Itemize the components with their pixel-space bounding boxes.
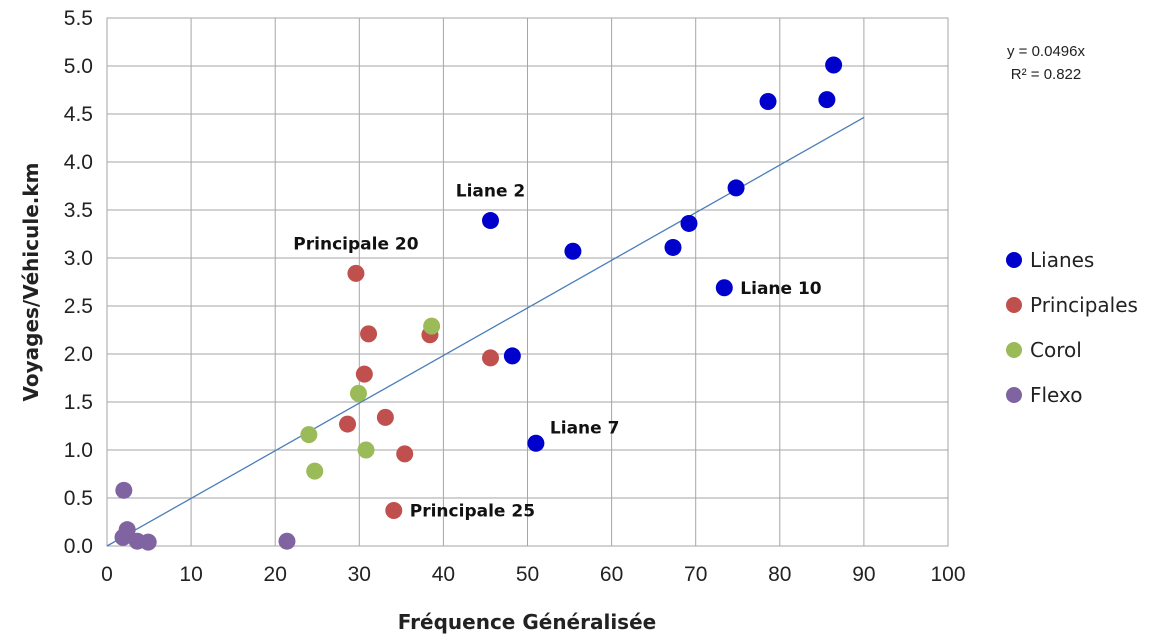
x-tick-label: 100 (930, 563, 965, 586)
point-principales (376, 408, 394, 426)
legend: Lianes Principales Corol Flexo (1006, 248, 1138, 407)
y-tick-label: 5.0 (64, 55, 93, 78)
y-tick-label: 4.5 (64, 103, 93, 126)
x-tick-label: 50 (516, 563, 539, 586)
x-tick-label: 30 (348, 563, 371, 586)
legend-marker (1006, 252, 1022, 268)
point-flexo (278, 532, 296, 550)
y-tick-label: 2.5 (64, 295, 93, 318)
point-principales (360, 325, 378, 343)
x-tick-label: 40 (432, 563, 455, 586)
x-tick-label: 0 (101, 563, 113, 586)
point-lianes (564, 242, 582, 260)
point-flexo (115, 481, 133, 499)
point-flexo (114, 528, 132, 546)
point-lianes (727, 179, 745, 197)
point-corol (423, 317, 441, 335)
point-flexo (139, 533, 157, 551)
plot-frame (106, 17, 949, 547)
y-tick-label: 1.0 (64, 439, 93, 462)
legend-label: Lianes (1030, 248, 1094, 272)
x-tick-label: 80 (768, 563, 791, 586)
y-tick-label: 4.0 (64, 151, 93, 174)
y-tick-label: 0.0 (64, 535, 93, 558)
point-lianes (503, 347, 521, 365)
point-principales (339, 415, 357, 433)
legend-label: Flexo (1030, 383, 1082, 407)
annotation-label: Liane 7 (550, 418, 620, 438)
point-principales (385, 501, 403, 519)
point-lianes (680, 214, 698, 232)
point-corol (349, 384, 367, 402)
legend-label: Corol (1030, 338, 1082, 362)
legend-marker (1006, 297, 1022, 313)
legend-marker (1006, 387, 1022, 403)
point-corol (300, 426, 318, 444)
point-lianes (825, 56, 843, 74)
point-corol (357, 441, 375, 459)
x-tick-label: 10 (179, 563, 202, 586)
point-principales (347, 264, 365, 282)
x-tick-label: 70 (684, 563, 707, 586)
point-annotations: Liane 2 Principale 20 Liane 10 Liane 7 Princ… (293, 182, 822, 522)
annotation-label: Liane 10 (740, 279, 822, 299)
x-tick-labels: 0 10 20 30 40 50 60 70 80 90 100 (101, 563, 965, 586)
trend-equation: y = 0.0496x (1007, 43, 1085, 60)
point-lianes (818, 91, 836, 109)
point-lianes (759, 93, 777, 111)
y-tick-label: 3.5 (64, 199, 93, 222)
y-axis-title: Voyages/Véhicule.km (19, 162, 43, 401)
y-tick-label: 1.5 (64, 391, 93, 414)
point-principales (396, 445, 414, 463)
annotation-label: Principale 25 (410, 501, 535, 521)
point-lianes (664, 238, 682, 256)
y-tick-labels: 0.0 0.5 1.0 1.5 2.0 2.5 3.0 3.5 4.0 4.5 5.0 5.5 (64, 7, 93, 558)
data-points (114, 56, 843, 551)
legend-label: Principales (1030, 293, 1138, 317)
x-tick-label: 20 (264, 563, 287, 586)
trend-r-squared: R² = 0.822 (1011, 66, 1081, 83)
y-tick-label: 5.5 (64, 7, 93, 30)
point-principales (481, 349, 499, 367)
point-principales (355, 365, 373, 383)
point-corol (306, 462, 324, 480)
annotation-label: Liane 2 (456, 182, 526, 202)
x-tick-label: 60 (600, 563, 623, 586)
y-tick-label: 2.0 (64, 343, 93, 366)
x-axis-title: Fréquence Généralisée (398, 610, 656, 634)
y-tick-label: 0.5 (64, 487, 93, 510)
point-lianes (481, 212, 499, 230)
point-lianes (715, 279, 733, 297)
point-lianes (527, 434, 545, 452)
x-tick-label: 90 (852, 563, 875, 586)
annotation-label: Principale 20 (293, 234, 418, 254)
legend-marker (1006, 342, 1022, 358)
y-tick-label: 3.0 (64, 247, 93, 270)
